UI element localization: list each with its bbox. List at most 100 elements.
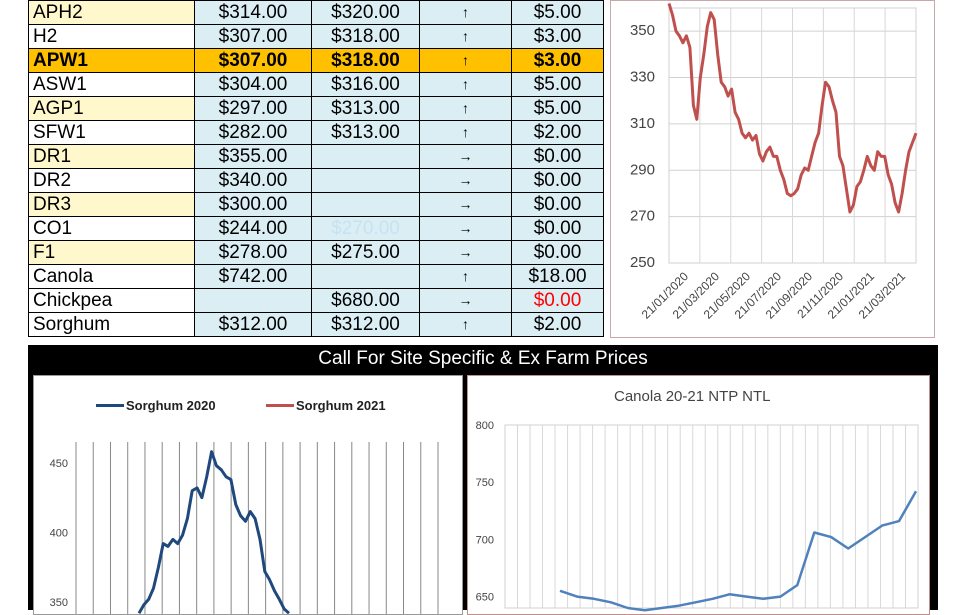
price-cell-1: $297.00	[194, 96, 312, 121]
y-tick-label: 450	[50, 458, 68, 470]
legend-swatch-2021	[266, 404, 294, 407]
price-cell-1: $355.00	[194, 144, 312, 169]
trend-arrow: ↑	[419, 96, 512, 121]
price-change: $2.00	[511, 120, 604, 145]
price-change: $5.00	[511, 0, 604, 25]
legend-sorghum-2020: Sorghum 2020	[96, 398, 216, 413]
wheat-price-chart: 25027029031033035021/01/202021/03/202021…	[630, 2, 918, 322]
price-cell-1: $314.00	[194, 0, 312, 25]
price-cell-1: $244.00	[194, 216, 312, 241]
legend-sorghum-2021: Sorghum 2021	[266, 398, 386, 413]
price-cell-2	[311, 144, 420, 169]
price-cell-1	[194, 288, 312, 313]
price-cell-1: $307.00	[194, 48, 312, 73]
price-row-co1: CO1 $244.00 $270.00 → $0.00	[28, 216, 604, 241]
price-row-sfw1: SFW1 $282.00 $313.00 ↑ $2.00	[28, 120, 604, 145]
canola-chart-title: Canola 20-21 NTP NTL	[614, 388, 771, 405]
price-change: $0.00	[511, 216, 604, 241]
grade-name: AGP1	[28, 96, 195, 121]
trend-arrow: ↑	[419, 120, 512, 145]
price-cell-2: $275.00	[311, 240, 420, 265]
trend-arrow: →	[419, 240, 512, 265]
grade-name: SFW1	[28, 120, 195, 145]
price-change: $0.00	[511, 288, 604, 313]
y-tick-label: 290	[630, 161, 655, 178]
grade-name: Chickpea	[28, 288, 195, 313]
price-cell-2: $313.00	[311, 96, 420, 121]
series-line-0	[667, 2, 918, 214]
grade-name: Canola	[28, 264, 195, 289]
price-row-agp1: AGP1 $297.00 $313.00 ↑ $5.00	[28, 96, 604, 121]
price-change: $0.00	[511, 144, 604, 169]
y-tick-label: 350	[630, 22, 655, 39]
price-cell-2: $318.00	[311, 24, 420, 49]
trend-arrow: →	[419, 288, 512, 313]
trend-arrow: →	[419, 192, 512, 217]
wheat-price-chart-panel: 250 270 290 310 330 350 21/01/2020 21/03/2020 21…	[610, 0, 935, 338]
y-tick-label: 330	[630, 69, 655, 86]
price-cell-1: $282.00	[194, 120, 312, 145]
trend-arrow: ↑	[419, 48, 512, 73]
y-tick-label: 700	[476, 534, 494, 546]
legend-swatch-2020	[96, 404, 124, 407]
grade-name: APH2	[28, 0, 195, 25]
price-row-dr2: DR2 $340.00 → $0.00	[28, 168, 604, 193]
price-change: $2.00	[511, 312, 604, 337]
price-row-canola: Canola $742.00 ↑ $18.00	[28, 264, 604, 289]
grade-name: CO1	[28, 216, 195, 241]
grade-name: Sorghum	[28, 312, 195, 337]
y-tick-label: 400	[50, 527, 68, 539]
trend-arrow: ↑	[419, 312, 512, 337]
price-cell-1: $304.00	[194, 72, 312, 97]
price-cell-2: $312.00	[311, 312, 420, 337]
trend-arrow: ↑	[419, 24, 512, 49]
price-cell-2: $270.00	[311, 216, 420, 241]
price-cell-2: $318.00	[311, 48, 420, 73]
price-change: $18.00	[511, 264, 604, 289]
price-row-asw1: ASW1 $304.00 $316.00 ↑ $5.00	[28, 72, 604, 97]
y-tick-label: 350	[50, 597, 68, 609]
price-cell-2	[311, 192, 420, 217]
sorghum-chart: 350 400 450	[50, 442, 439, 614]
y-tick-label: 750	[476, 477, 494, 489]
grade-name: H2	[28, 24, 195, 49]
price-change: $5.00	[511, 72, 604, 97]
trend-arrow: →	[419, 168, 512, 193]
price-row-aph2: APH2 $314.00 $320.00 ↑ $5.00	[28, 0, 604, 25]
price-row-apw1: APW1 $307.00 $318.00 ↑ $3.00	[28, 48, 604, 73]
price-change: $0.00	[511, 240, 604, 265]
y-tick-label: 270	[630, 208, 655, 225]
grade-name: DR2	[28, 168, 195, 193]
price-cell-1: $278.00	[194, 240, 312, 265]
series-line-0	[137, 450, 290, 614]
sorghum-chart-panel: Sorghum 2020 Sorghum 2021 350 400 450	[33, 375, 463, 615]
trend-arrow: →	[419, 216, 512, 241]
y-tick-label: 800	[476, 420, 494, 432]
price-row-dr3: DR3 $300.00 → $0.00	[28, 192, 604, 217]
price-cell-2: $313.00	[311, 120, 420, 145]
legend-label-2021: Sorghum 2021	[296, 398, 386, 413]
price-cell-1: $742.00	[194, 264, 312, 289]
price-row-sorghum: Sorghum $312.00 $312.00 ↑ $2.00	[28, 312, 604, 337]
grade-name: DR1	[28, 144, 195, 169]
price-row-chickpea: Chickpea $680.00 → $0.00	[28, 288, 604, 313]
price-cell-1: $300.00	[194, 192, 312, 217]
price-change: $0.00	[511, 192, 604, 217]
trend-arrow: ↑	[419, 264, 512, 289]
price-cell-1: $307.00	[194, 24, 312, 49]
price-change: $0.00	[511, 168, 604, 193]
canola-chart-panel: Canola 20-21 NTP NTL 650 700 750 800	[467, 375, 930, 615]
grade-name: DR3	[28, 192, 195, 217]
price-row-h2: H2 $307.00 $318.00 ↑ $3.00	[28, 24, 604, 49]
y-tick-label: 310	[630, 115, 655, 132]
plot-frame	[504, 424, 919, 609]
legend-label-2020: Sorghum 2020	[126, 398, 216, 413]
series-line-0	[559, 490, 918, 612]
canola-chart: 650 700 750 800	[476, 420, 919, 612]
price-cell-2: $316.00	[311, 72, 420, 97]
y-tick-label: 650	[476, 592, 494, 604]
price-cell-1: $340.00	[194, 168, 312, 193]
price-cell-2	[311, 168, 420, 193]
price-change: $3.00	[511, 48, 604, 73]
price-cell-2: $320.00	[311, 0, 420, 25]
